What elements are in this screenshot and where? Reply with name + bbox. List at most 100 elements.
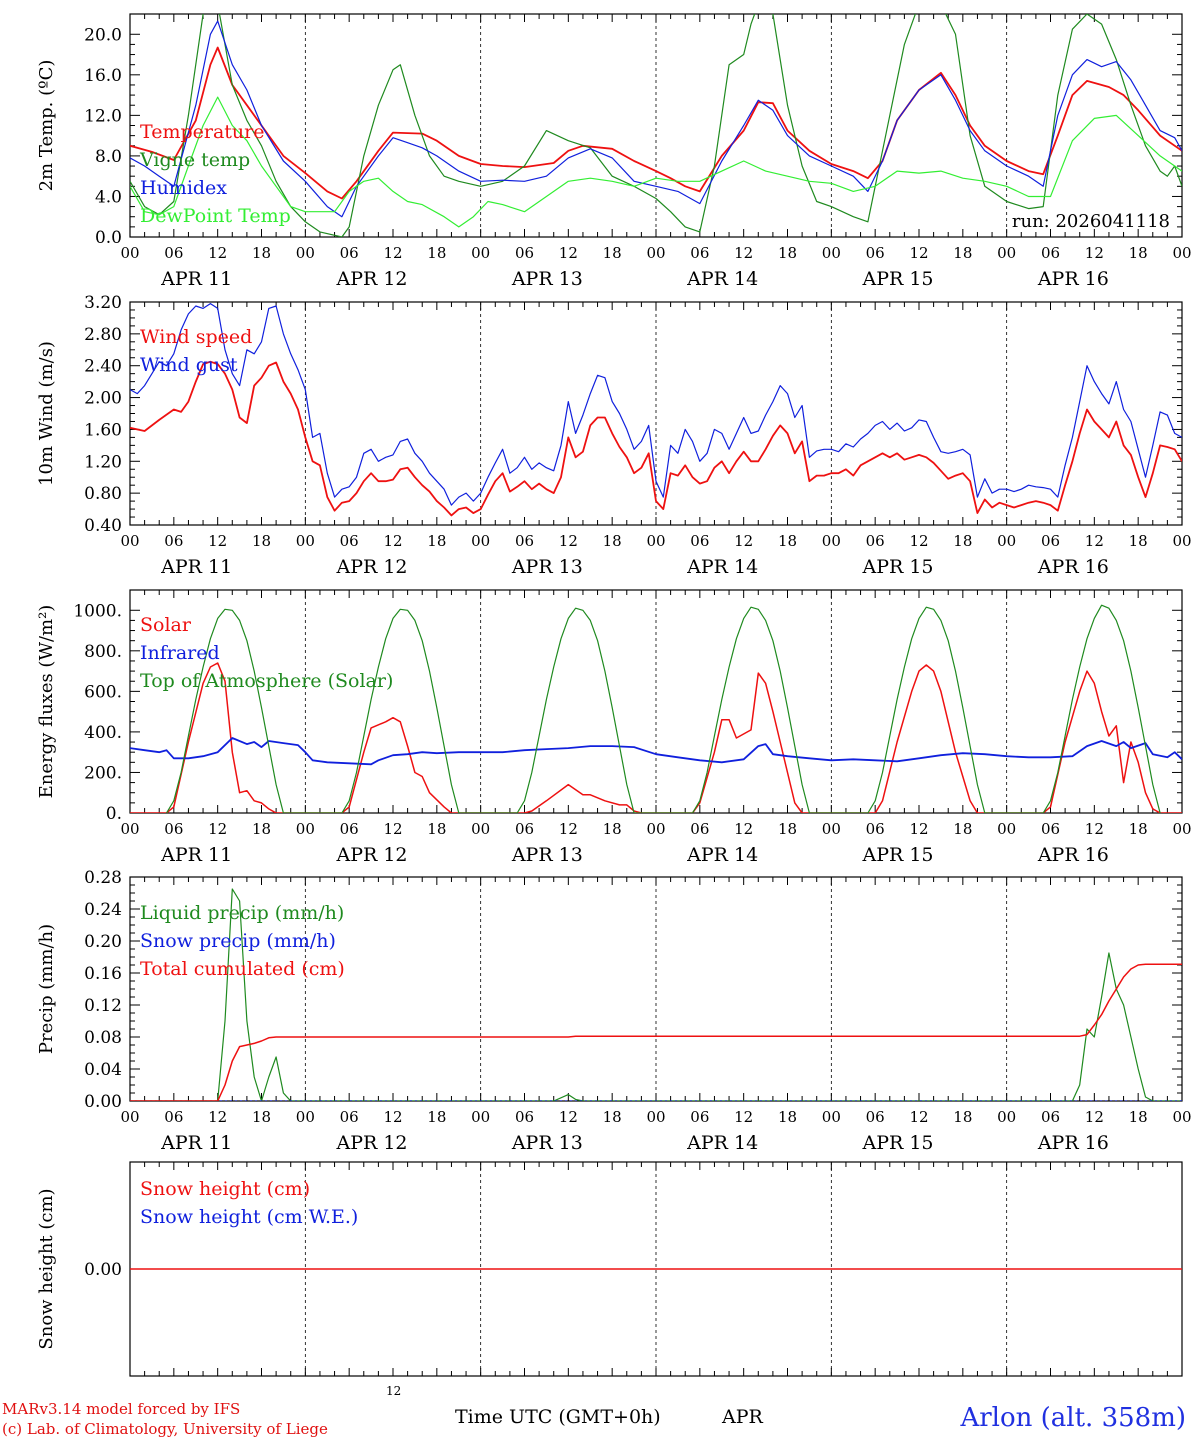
legend-entry: Total cumulated (cm) <box>140 958 345 980</box>
x-tick-label: 12 <box>559 532 578 550</box>
x-tick-label: 06 <box>866 1108 885 1126</box>
x-tick-label: 00 <box>1172 1108 1191 1126</box>
day-label: APR 11 <box>160 1132 232 1154</box>
day-label: APR 16 <box>1037 1132 1109 1154</box>
x-tick-label: 18 <box>252 532 271 550</box>
day-label: APR 11 <box>160 556 232 578</box>
x-tick-label: 18 <box>953 244 972 262</box>
legend-entry: DewPoint Temp <box>140 205 291 227</box>
x-tick-label: 12 <box>383 244 402 262</box>
footer-tiny-label: 12 <box>386 1384 402 1398</box>
lab-credit: (c) Lab. of Climatology, University of L… <box>2 1420 328 1438</box>
y-tick-label: 0.28 <box>84 868 122 888</box>
day-label: APR 15 <box>861 844 933 866</box>
x-tick-label: 18 <box>603 820 622 838</box>
x-tick-label: 18 <box>1129 820 1148 838</box>
x-tick-label: 06 <box>690 820 709 838</box>
day-label: APR 12 <box>335 844 407 866</box>
x-tick-label: 06 <box>866 820 885 838</box>
x-tick-label: 18 <box>603 532 622 550</box>
x-tick-label: 12 <box>383 1108 402 1126</box>
x-tick-label: 00 <box>296 1108 315 1126</box>
legend-entry: Snow precip (mm/h) <box>140 930 336 952</box>
x-tick-label: 18 <box>953 820 972 838</box>
x-tick-label: 00 <box>471 244 490 262</box>
y-tick-label: 3.20 <box>84 293 122 313</box>
x-tick-label: 06 <box>340 820 359 838</box>
x-tick-label: 00 <box>1172 820 1191 838</box>
day-label: APR 12 <box>335 268 407 290</box>
station-label: Arlon (alt. 358m) <box>960 1403 1186 1433</box>
y-tick-label: 0. <box>106 804 122 824</box>
panel-frame <box>129 301 1183 526</box>
y-tick-label: 2.40 <box>84 357 122 377</box>
series-line <box>130 662 1182 813</box>
x-tick-label: 00 <box>120 244 139 262</box>
y-tick-label: 0.40 <box>84 516 122 536</box>
x-tick-label: 00 <box>296 532 315 550</box>
x-tick-label: 12 <box>559 1108 578 1126</box>
y-tick-label: 0.00 <box>84 1260 122 1280</box>
y-tick-label: 1000. <box>73 601 122 621</box>
day-label: APR 11 <box>160 844 232 866</box>
x-tick-label: 06 <box>340 532 359 550</box>
x-tick-label: 18 <box>953 1108 972 1126</box>
x-tick-label: 12 <box>208 532 227 550</box>
x-tick-label: 06 <box>340 244 359 262</box>
day-label: APR 13 <box>511 268 583 290</box>
day-label: APR 11 <box>160 268 232 290</box>
x-tick-label: 06 <box>690 244 709 262</box>
day-label: APR 12 <box>335 556 407 578</box>
x-tick-label: 00 <box>646 820 665 838</box>
x-tick-label: 06 <box>515 1108 534 1126</box>
day-label: APR 15 <box>861 556 933 578</box>
y-tick-label: 200. <box>84 763 122 783</box>
x-tick-label: 12 <box>734 244 753 262</box>
x-tick-label: 18 <box>778 1108 797 1126</box>
series-line <box>130 20 1182 218</box>
x-tick-label: 06 <box>164 244 183 262</box>
x-tick-label: 12 <box>208 820 227 838</box>
day-label: APR 14 <box>686 844 758 866</box>
x-tick-label: 12 <box>208 244 227 262</box>
x-tick-label: 18 <box>1129 1108 1148 1126</box>
x-tick-label: 12 <box>909 532 928 550</box>
y-axis-label: Snow height (cm) <box>36 1188 57 1349</box>
x-tick-label: 12 <box>909 1108 928 1126</box>
x-tick-label: 00 <box>997 1108 1016 1126</box>
x-tick-label: 18 <box>603 1108 622 1126</box>
legend-entry: Liquid precip (mm/h) <box>140 902 344 924</box>
y-tick-label: 2.00 <box>84 389 122 409</box>
panel-frame <box>129 589 1183 814</box>
x-tick-label: 00 <box>997 244 1016 262</box>
y-tick-label: 0.20 <box>84 932 122 952</box>
x-tick-label: 00 <box>997 820 1016 838</box>
legend-entry: Temperature <box>140 121 264 143</box>
y-tick-label: 2.80 <box>84 325 122 345</box>
x-tick-label: 18 <box>252 1108 271 1126</box>
x-tick-label: 12 <box>734 1108 753 1126</box>
x-tick-label: 12 <box>734 820 753 838</box>
x-tick-label: 18 <box>252 244 271 262</box>
x-tick-label: 00 <box>1172 244 1191 262</box>
series-line <box>130 737 1182 766</box>
y-axis-label: 10m Wind (m/s) <box>36 341 57 486</box>
x-tick-label: 12 <box>559 820 578 838</box>
y-tick-label: 0.08 <box>84 1028 122 1048</box>
x-tick-label: 06 <box>515 820 534 838</box>
y-tick-label: 600. <box>84 682 122 702</box>
y-axis-label: 2m Temp. (ºC) <box>36 60 57 192</box>
x-tick-label: 12 <box>909 820 928 838</box>
day-label: APR 15 <box>861 1132 933 1154</box>
y-tick-label: 0.80 <box>84 484 122 504</box>
legend-entry: Top of Atmosphere (Solar) <box>140 670 393 692</box>
x-tick-label: 06 <box>164 1108 183 1126</box>
x-tick-label: 18 <box>778 820 797 838</box>
x-tick-label: 12 <box>909 244 928 262</box>
model-credit: MARv3.14 model forced by IFS <box>2 1400 241 1418</box>
x-tick-label: 00 <box>646 244 665 262</box>
x-tick-label: 06 <box>515 244 534 262</box>
x-tick-label: 00 <box>822 820 841 838</box>
y-tick-label: 0.04 <box>84 1060 122 1080</box>
